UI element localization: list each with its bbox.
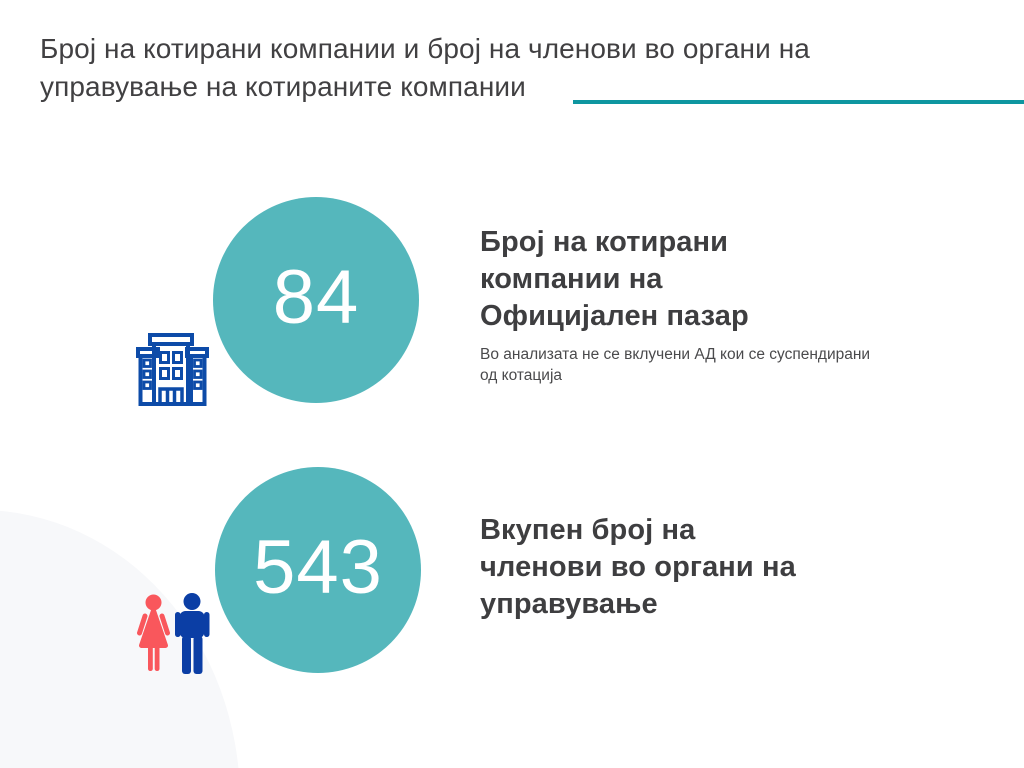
page-title: Број на котирани компании и број на член…: [40, 30, 810, 106]
stat-note-companies: Во анализата не се вклучени АД кои се су…: [480, 346, 871, 384]
stat-heading-members-line2: членови во органи на: [480, 551, 796, 583]
stat-heading-members: Вкупен број на членови во органи на упра…: [480, 512, 796, 623]
woman-icon: [137, 594, 170, 671]
building-icon: [136, 333, 209, 406]
title-underline: [573, 100, 1024, 104]
stat-value-companies: 84: [272, 255, 360, 340]
page-title-line1: Број на котирани компании и број на член…: [40, 33, 810, 64]
stat-heading-companies-line2: компании на: [480, 263, 663, 295]
stat-heading-companies: Број на котирани компании на Официјален …: [480, 224, 749, 335]
page-title-line2: управување на котираните компании: [40, 71, 526, 102]
man-woman-icon: [137, 593, 210, 674]
stat-circle-companies: 84: [213, 197, 419, 403]
man-icon: [175, 593, 210, 674]
stat-value-members: 543: [253, 525, 383, 610]
stat-circle-members: 543: [215, 467, 421, 673]
stat-heading-companies-line1: Број на котирани: [480, 226, 729, 258]
stat-heading-companies-line3: Официјален пазар: [480, 300, 749, 332]
stat-heading-members-line3: управување: [480, 588, 658, 620]
stat-heading-members-line1: Вкупен број на: [480, 514, 696, 546]
